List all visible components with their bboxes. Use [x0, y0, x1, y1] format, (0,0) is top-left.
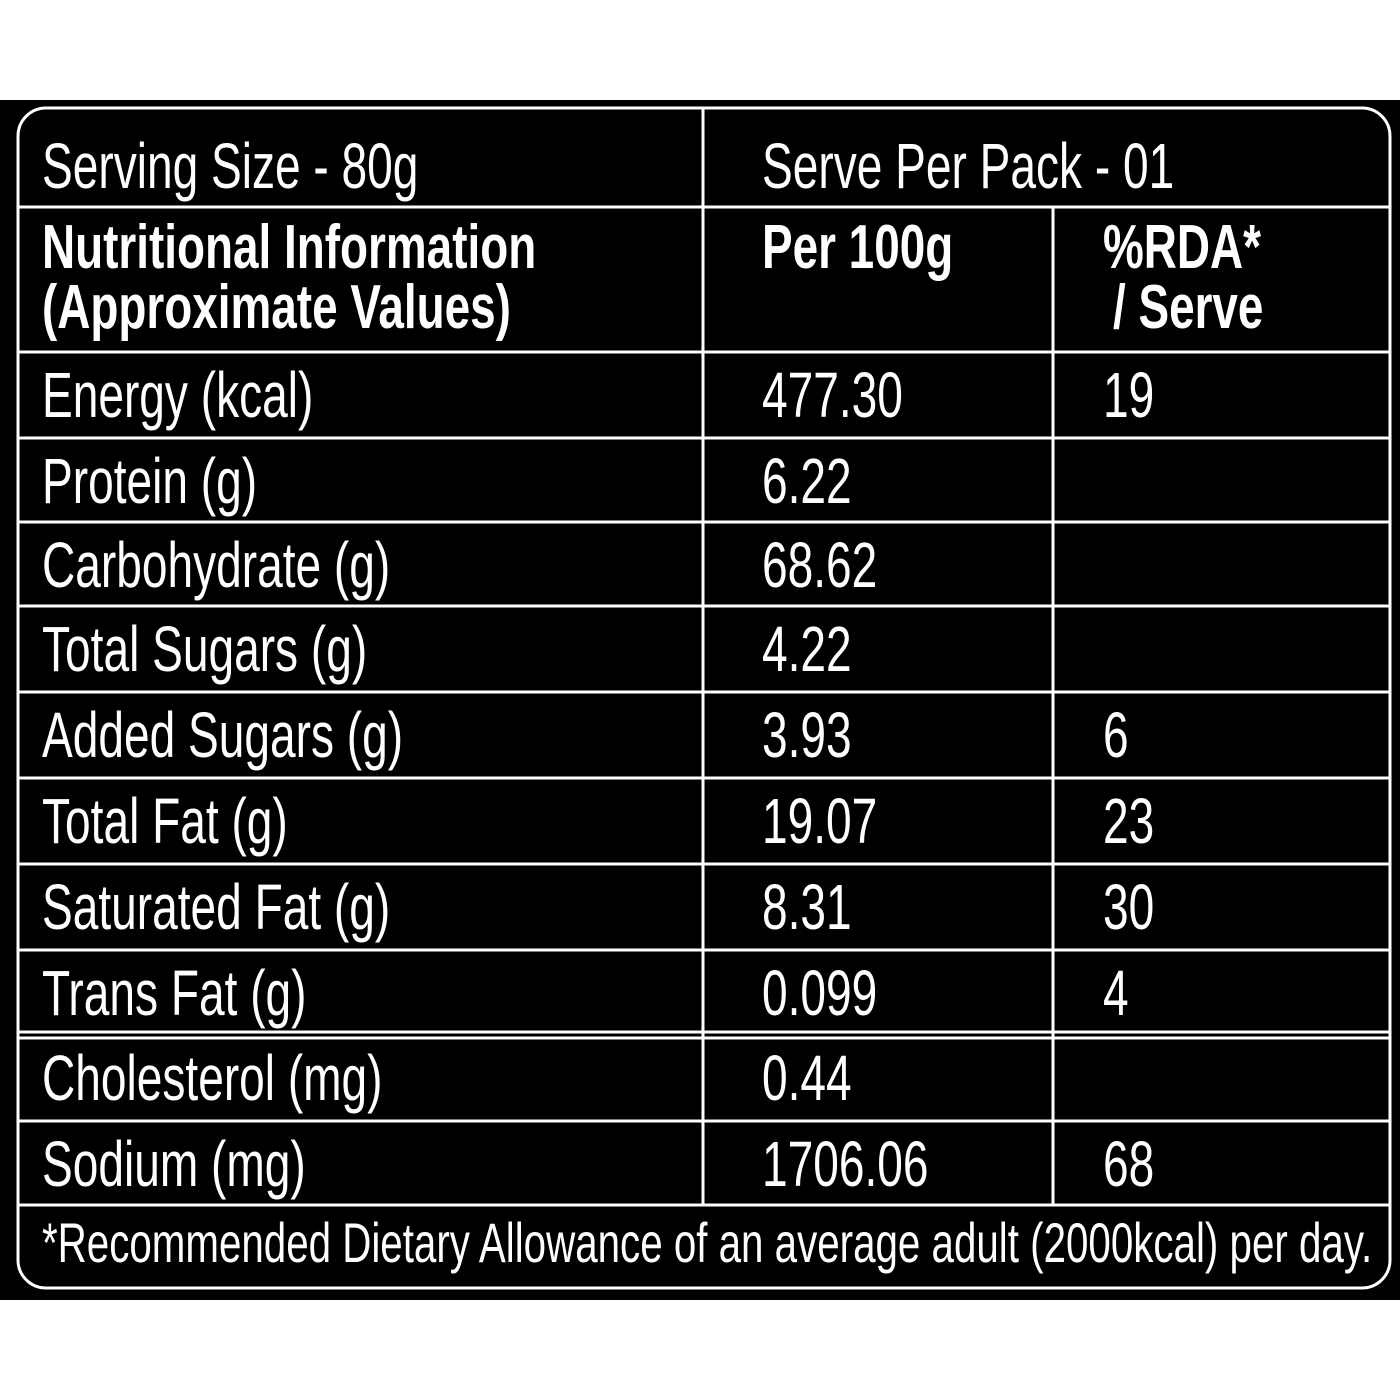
nutrient-name: Carbohydrate (g): [42, 530, 390, 601]
nutrient-name: Saturated Fat (g): [42, 872, 390, 943]
nutrient-value: 19.07: [762, 786, 877, 857]
nutrient-value: 3.93: [762, 700, 852, 771]
serve-per-pack: Serve Per Pack - 01: [762, 131, 1174, 202]
column-header: %RDA*: [1103, 212, 1262, 281]
serving-size: Serving Size - 80g: [42, 131, 418, 202]
column-header: Per 100g: [762, 212, 953, 281]
nutrient-name: Cholesterol (mg): [42, 1043, 383, 1114]
column-header: (Approximate Values): [42, 272, 511, 341]
nutrient-value: 477.30: [762, 360, 903, 431]
column-header: Nutritional Information: [42, 212, 536, 281]
nutrient-name: Energy (kcal): [42, 360, 313, 431]
nutrient-value: 68: [1103, 1129, 1154, 1200]
nutrient-value: 19: [1103, 360, 1154, 431]
column-header: / Serve: [1113, 272, 1263, 341]
nutrient-name: Trans Fat (g): [42, 958, 307, 1029]
nutrient-value: 4: [1103, 958, 1129, 1029]
nutrient-value: 0.44: [762, 1043, 852, 1114]
nutrient-value: 30: [1103, 872, 1154, 943]
nutrient-name: Total Fat (g): [42, 786, 288, 857]
nutrient-value: 6.22: [762, 446, 852, 517]
nutrient-name: Added Sugars (g): [42, 700, 403, 771]
nutrient-value: 0.099: [762, 958, 877, 1029]
nutrient-value: 1706.06: [762, 1129, 929, 1200]
table-lines: [18, 108, 1390, 1207]
nutrient-value: 6: [1103, 700, 1129, 771]
footnote: *Recommended Dietary Allowance of an ave…: [42, 1213, 1372, 1275]
nutrient-value: 68.62: [762, 530, 877, 601]
nutrient-name: Total Sugars (g): [42, 614, 367, 685]
nutrient-name: Protein (g): [42, 446, 257, 517]
nutrient-value: 4.22: [762, 614, 852, 685]
nutrient-value: 8.31: [762, 872, 852, 943]
nutrient-value: 23: [1103, 786, 1154, 857]
label-background: [0, 100, 1400, 1300]
nutrient-name: Sodium (mg): [42, 1129, 306, 1200]
